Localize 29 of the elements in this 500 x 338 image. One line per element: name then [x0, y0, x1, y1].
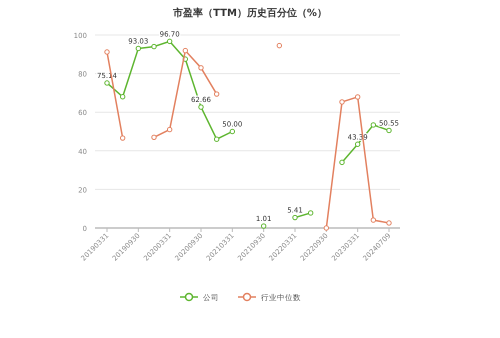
chart-title: 市盈率（TTM）历史百分位（%）	[172, 7, 327, 19]
point	[214, 136, 220, 142]
point	[136, 46, 142, 52]
point	[386, 128, 392, 134]
point	[354, 94, 360, 100]
point	[230, 128, 236, 134]
point	[370, 122, 376, 128]
point	[339, 160, 345, 166]
point	[308, 210, 314, 216]
point	[151, 134, 157, 140]
point	[354, 142, 360, 147]
point	[182, 48, 188, 54]
point	[370, 217, 376, 223]
point	[339, 99, 345, 105]
point	[104, 49, 110, 55]
point	[324, 225, 330, 231]
point	[166, 126, 172, 132]
point	[166, 38, 172, 44]
point	[214, 91, 220, 97]
point	[292, 214, 298, 220]
point	[151, 44, 157, 50]
point	[120, 135, 126, 141]
point	[120, 94, 126, 100]
point	[198, 65, 204, 71]
point	[104, 80, 110, 86]
point	[198, 104, 204, 110]
point	[260, 223, 266, 229]
point	[386, 220, 392, 226]
point	[276, 42, 282, 48]
